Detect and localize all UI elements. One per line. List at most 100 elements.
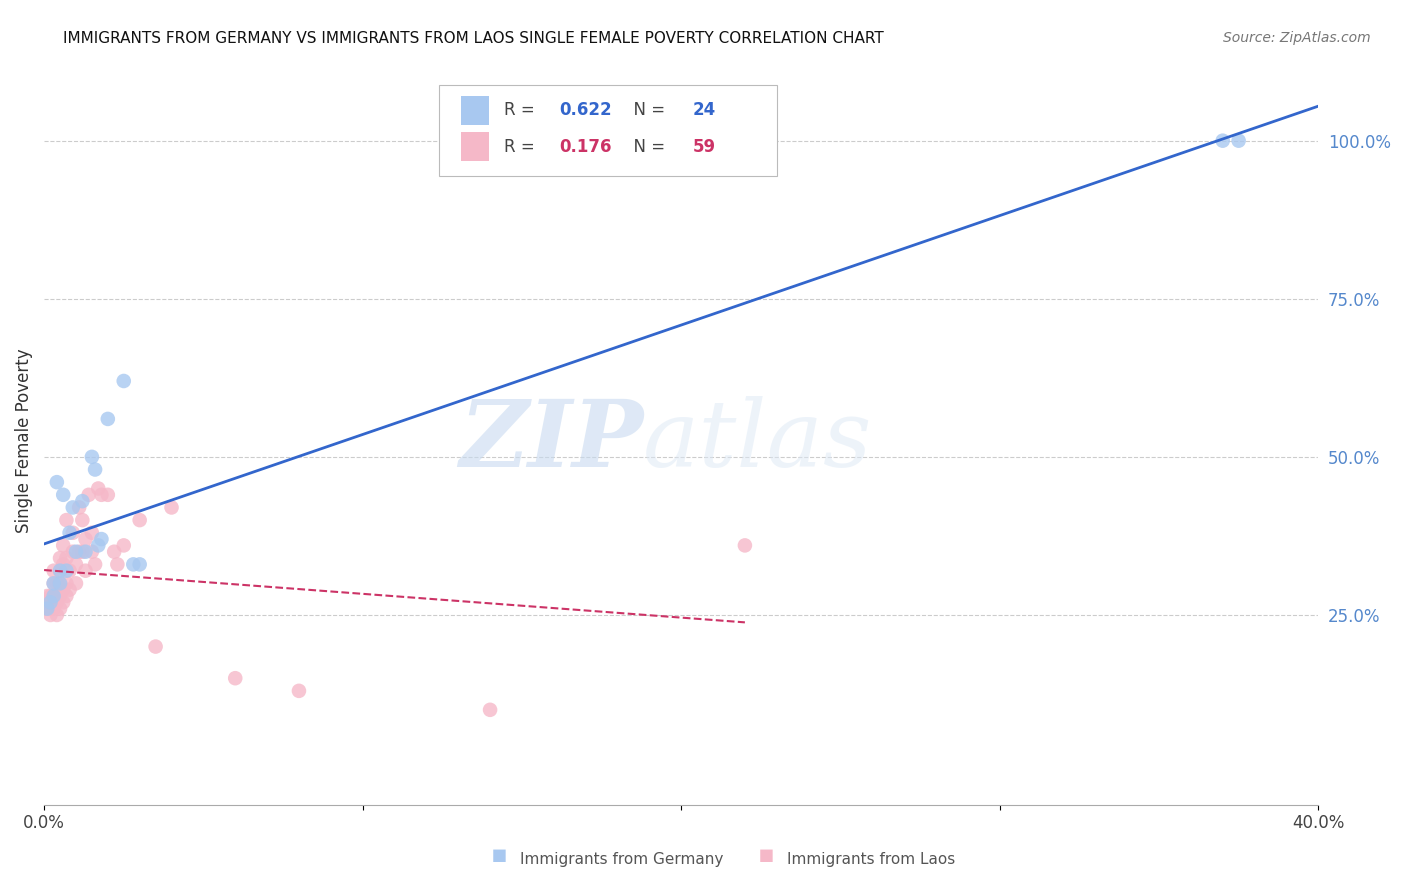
Point	[37, 595, 59, 609]
Point	[90, 532, 112, 546]
Text: 0.622: 0.622	[558, 101, 612, 120]
Point	[55, 551, 77, 566]
Point	[67, 500, 90, 515]
Text: R =: R =	[505, 137, 540, 155]
Point	[49, 589, 72, 603]
Point	[42, 601, 65, 615]
Point	[160, 500, 183, 515]
Point	[52, 595, 75, 609]
Point	[84, 558, 107, 572]
Point	[80, 525, 103, 540]
Point	[37, 595, 59, 609]
Point	[112, 374, 135, 388]
Point	[49, 564, 72, 578]
Point	[55, 513, 77, 527]
Point	[39, 595, 62, 609]
Text: R =: R =	[505, 101, 540, 120]
Point	[42, 595, 65, 609]
Point	[128, 513, 150, 527]
Point	[75, 564, 97, 578]
Point	[75, 545, 97, 559]
Text: 0.176: 0.176	[558, 137, 612, 155]
Point	[80, 450, 103, 464]
Point	[122, 558, 145, 572]
Point	[55, 576, 77, 591]
Point	[45, 576, 67, 591]
Point	[42, 576, 65, 591]
Bar	[461, 95, 489, 125]
Point	[39, 595, 62, 609]
Point	[58, 525, 80, 540]
Point	[39, 607, 62, 622]
Point	[105, 558, 128, 572]
Point	[77, 488, 100, 502]
Point	[52, 582, 75, 597]
Point	[49, 551, 72, 566]
Point	[45, 607, 67, 622]
Point	[97, 488, 120, 502]
Bar	[461, 132, 489, 161]
Point	[87, 538, 110, 552]
Point	[103, 545, 125, 559]
Text: 24: 24	[693, 101, 716, 120]
Point	[39, 589, 62, 603]
Text: atlas: atlas	[643, 396, 873, 486]
Point	[39, 601, 62, 615]
Point	[75, 532, 97, 546]
Y-axis label: Single Female Poverty: Single Female Poverty	[15, 349, 32, 533]
Point	[45, 589, 67, 603]
Text: 59: 59	[693, 137, 716, 155]
Point	[128, 558, 150, 572]
Point	[1227, 134, 1250, 148]
Point	[58, 582, 80, 597]
Point	[45, 595, 67, 609]
Point	[67, 545, 90, 559]
Point	[80, 545, 103, 559]
Point	[55, 564, 77, 578]
Point	[49, 564, 72, 578]
Point	[37, 589, 59, 603]
Point	[42, 576, 65, 591]
Text: Immigrants from Germany: Immigrants from Germany	[520, 852, 724, 867]
Point	[734, 538, 756, 552]
Point	[49, 576, 72, 591]
Point	[65, 558, 87, 572]
Point	[87, 482, 110, 496]
Text: ▪: ▪	[491, 843, 508, 867]
Point	[65, 545, 87, 559]
Point	[42, 564, 65, 578]
Point	[62, 500, 84, 515]
Point	[55, 589, 77, 603]
Text: ZIP: ZIP	[458, 396, 643, 486]
Point	[1212, 134, 1234, 148]
Point	[97, 412, 120, 426]
Point	[62, 525, 84, 540]
Point	[45, 475, 67, 490]
Point	[72, 545, 94, 559]
Point	[52, 538, 75, 552]
Point	[58, 564, 80, 578]
Point	[72, 513, 94, 527]
Point	[479, 703, 502, 717]
Point	[224, 671, 246, 685]
Text: IMMIGRANTS FROM GERMANY VS IMMIGRANTS FROM LAOS SINGLE FEMALE POVERTY CORRELATIO: IMMIGRANTS FROM GERMANY VS IMMIGRANTS FR…	[63, 31, 884, 46]
Point	[37, 601, 59, 615]
Point	[72, 494, 94, 508]
Point	[42, 589, 65, 603]
Point	[288, 683, 311, 698]
Point	[52, 558, 75, 572]
Text: ▪: ▪	[758, 843, 775, 867]
FancyBboxPatch shape	[439, 85, 776, 176]
Point	[49, 576, 72, 591]
Text: Source: ZipAtlas.com: Source: ZipAtlas.com	[1223, 31, 1371, 45]
Point	[112, 538, 135, 552]
Point	[145, 640, 167, 654]
Point	[65, 576, 87, 591]
Point	[42, 589, 65, 603]
Point	[84, 462, 107, 476]
Point	[62, 545, 84, 559]
Point	[90, 488, 112, 502]
Text: N =: N =	[623, 137, 669, 155]
Point	[49, 601, 72, 615]
Text: Immigrants from Laos: Immigrants from Laos	[787, 852, 956, 867]
